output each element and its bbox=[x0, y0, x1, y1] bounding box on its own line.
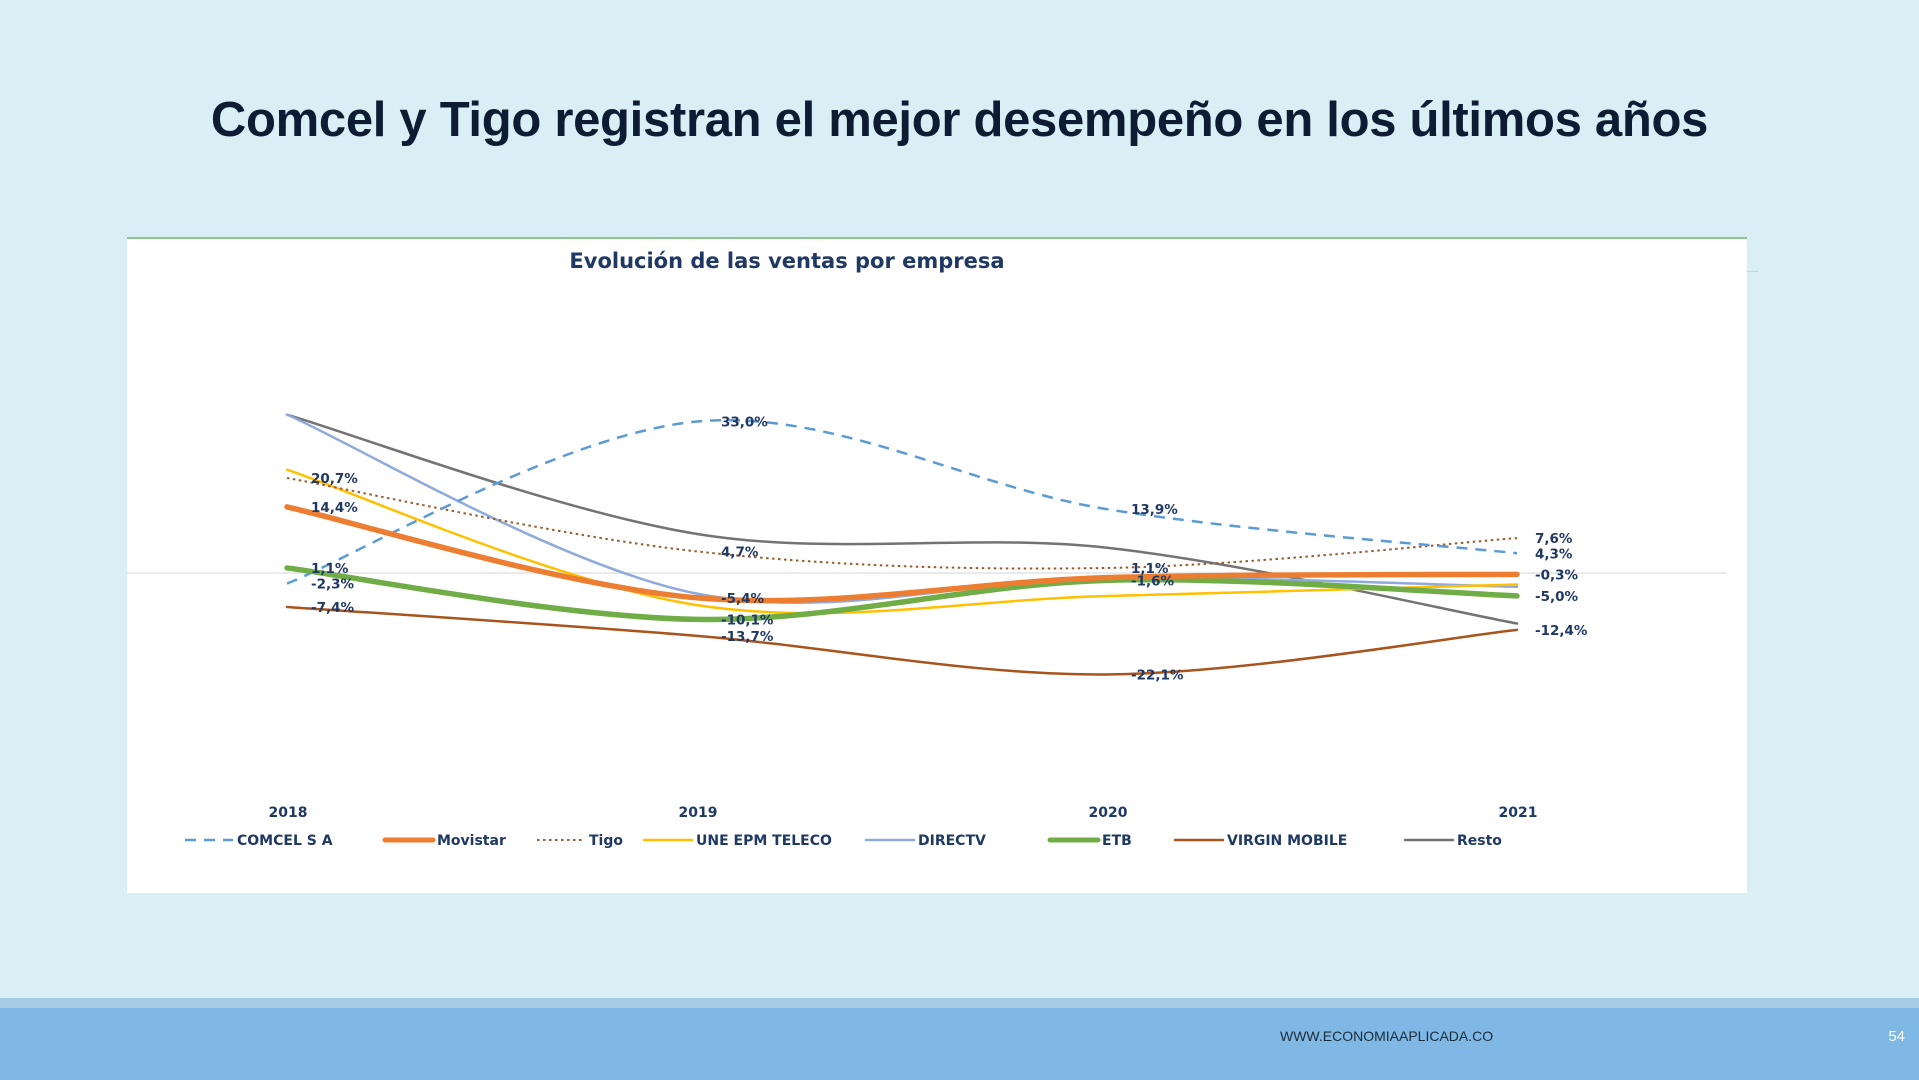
series-line-etb bbox=[284, 565, 1520, 623]
data-label-movistar-2019: -5,4% bbox=[721, 591, 765, 607]
series-line-tigo bbox=[286, 477, 1518, 570]
data-label-virgin-mobile-2018: -7,4% bbox=[311, 600, 355, 616]
data-label-tigo-2018: 20,7% bbox=[311, 471, 358, 487]
legend-label-etb: ETB bbox=[1102, 833, 1132, 849]
slide-title: Comcel y Tigo registran el mejor desempe… bbox=[210, 93, 1709, 147]
data-label-movistar-2021: -0,3% bbox=[1535, 567, 1579, 583]
page-number: 54 bbox=[1888, 1028, 1905, 1045]
data-label-tigo-2021: 7,6% bbox=[1535, 531, 1573, 547]
footer-strip bbox=[0, 998, 1919, 1008]
data-label-tigo-2020: 1,1% bbox=[1131, 561, 1169, 577]
data-label-movistar-2018: 14,4% bbox=[311, 500, 358, 516]
legend-label-resto: Resto bbox=[1457, 833, 1502, 849]
data-label-etb-2018: 1,1% bbox=[311, 561, 349, 577]
chart-title: Evolución de las ventas por empresa bbox=[569, 249, 1004, 273]
top-rule-tail bbox=[1747, 271, 1759, 272]
legend-label-directv: DIRECTV bbox=[918, 833, 986, 849]
x-tick-label-2020: 2020 bbox=[1089, 805, 1128, 821]
series-line-une-epm-teleco bbox=[285, 468, 1519, 615]
data-label-comcel-s-a-2019: 33,0% bbox=[721, 415, 768, 431]
data-label-etb-2021: -5,0% bbox=[1535, 589, 1579, 605]
data-label-virgin-mobile-2019: -13,7% bbox=[721, 629, 774, 645]
footer-url: WWW.ECONOMIAAPLICADA.CO bbox=[1280, 1028, 1494, 1044]
legend-label-une-epm-teleco: UNE EPM TELECO bbox=[696, 833, 832, 849]
legend-label-tigo: Tigo bbox=[589, 833, 623, 849]
data-label-comcel-s-a-2018: -2,3% bbox=[311, 577, 355, 593]
series-line-virgin-mobile bbox=[285, 605, 1519, 676]
data-label-virgin-mobile-2021: -12,4% bbox=[1535, 623, 1588, 639]
data-label-tigo-2019: 4,7% bbox=[721, 544, 759, 560]
x-tick-label-2021: 2021 bbox=[1499, 805, 1538, 821]
data-label-comcel-s-a-2020: 13,9% bbox=[1131, 502, 1178, 518]
data-label-virgin-mobile-2020: -22,1% bbox=[1131, 667, 1184, 683]
x-tick-label-2019: 2019 bbox=[679, 805, 718, 821]
footer-bar bbox=[0, 1008, 1919, 1080]
legend-label-comcel-s-a: COMCEL S A bbox=[237, 833, 333, 849]
series-line-movistar bbox=[284, 504, 1520, 604]
data-label-comcel-s-a-2021: 4,3% bbox=[1535, 546, 1573, 562]
series-line-comcel-s-a bbox=[286, 419, 1518, 585]
top-rule bbox=[127, 237, 1747, 239]
series-line-directv bbox=[285, 413, 1519, 605]
data-label-etb-2020: -1,6% bbox=[1131, 573, 1175, 589]
legend-label-movistar: Movistar bbox=[437, 833, 506, 849]
data-label-etb-2019: -10,1% bbox=[721, 612, 774, 628]
x-tick-label-2018: 2018 bbox=[269, 805, 308, 821]
chart-panel: Evolución de las ventas por empresa -2,3… bbox=[127, 237, 1747, 893]
legend-label-virgin-mobile: VIRGIN MOBILE bbox=[1227, 833, 1347, 849]
line-chart: Evolución de las ventas por empresa -2,3… bbox=[127, 249, 1727, 849]
